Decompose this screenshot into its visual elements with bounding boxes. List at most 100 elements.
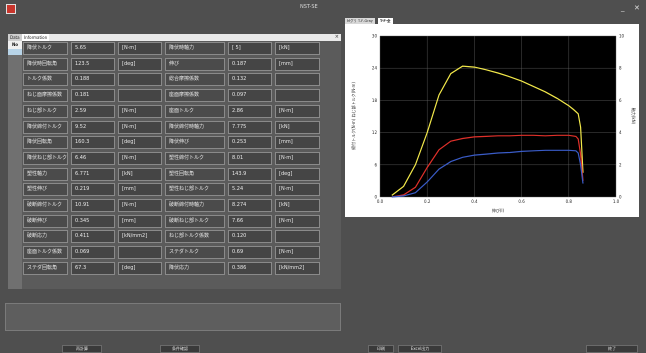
data-tabs: Data Information ×: [8, 34, 341, 41]
cell-label: 破断ねじ部トルク: [165, 214, 225, 228]
cell-label: 座面トルク係数: [23, 246, 68, 260]
cell-unit: [kN/mm2]: [275, 261, 320, 275]
minimize-button[interactable]: _: [621, 4, 625, 12]
cell-value: 0.097: [228, 89, 272, 103]
cell-unit: [mm]: [118, 214, 162, 228]
recalculate-button[interactable]: 再計算: [62, 345, 102, 353]
cell-unit: [N·m]: [118, 104, 162, 118]
y-right-tick-label: 2: [619, 162, 622, 167]
cell-value: 5.65: [71, 42, 115, 55]
cell-unit: [deg]: [118, 261, 162, 275]
app-icon: [6, 4, 16, 14]
cell-label: 降伏トルク: [23, 42, 68, 55]
cell-value: 123.5: [71, 57, 115, 71]
cell-unit: [mm]: [275, 136, 320, 150]
cell-label: 塑性締付トルク: [165, 151, 225, 165]
cell-value: 0.219: [71, 183, 115, 197]
tabs-close-icon[interactable]: ×: [334, 34, 339, 40]
cell-label: 降伏回転角: [23, 136, 68, 150]
cell-label: 降伏締付トルク: [23, 120, 68, 134]
series-line-blue: [391, 149, 584, 198]
y-tick-label: 30: [372, 34, 378, 39]
y-tick-label: 12: [372, 130, 378, 135]
tab-information[interactable]: Information: [22, 34, 50, 41]
cell-unit: [deg]: [118, 136, 162, 150]
cell-value: 0.120: [228, 230, 272, 244]
cell-value: 0.345: [71, 214, 115, 228]
y-left-label: 締付トルク(N·m) ねじ部トルク(N·m): [350, 82, 356, 150]
cell-value: 67.3: [71, 261, 115, 275]
cell-label: 降伏伸び: [165, 136, 225, 150]
x-tick-label: 0.8: [566, 199, 573, 204]
graph-tab-1[interactable]: Mグラ: [345, 18, 360, 24]
cell-value: 10.91: [71, 199, 115, 212]
cell-label: 塑性軸力: [23, 167, 68, 181]
cell-label: 総合摩擦係数: [165, 73, 225, 87]
condition-check-button[interactable]: 条件確認: [160, 345, 200, 353]
y-tick-label: 18: [372, 98, 378, 103]
cell-value: 143.9: [228, 167, 272, 181]
cell-value: 0.253: [228, 136, 272, 150]
row-number-column: No: [8, 41, 22, 289]
cell-label: 降伏締付時軸力: [165, 120, 225, 134]
y-right-label: 軸力(kN): [631, 108, 637, 125]
cell-value: 9.52: [71, 120, 115, 134]
cell-unit: [118, 246, 162, 260]
cell-value: 2.86: [228, 104, 272, 118]
y-right-tick-label: 10: [619, 34, 625, 39]
y-tick-label: 0: [374, 195, 377, 200]
x-tick-label: 0.6: [518, 199, 525, 204]
cell-label: 破断締付トルク: [23, 199, 68, 212]
cell-value: 7.775: [228, 120, 272, 134]
cell-unit: [118, 89, 162, 103]
selected-row-marker[interactable]: [8, 49, 22, 55]
cell-unit: [N·m]: [275, 246, 320, 260]
cell-label: 破断応力: [23, 230, 68, 244]
cell-unit: [mm]: [275, 57, 320, 71]
x-tick-label: 0.0: [377, 199, 384, 204]
message-area: [5, 303, 341, 331]
cell-value: 0.132: [228, 73, 272, 87]
cell-value: 0.188: [71, 73, 115, 87]
print-button[interactable]: 印刷: [368, 345, 394, 353]
cell-label: 降伏応力: [165, 261, 225, 275]
tab-data[interactable]: Data: [8, 34, 22, 41]
graph-tab-3[interactable]: T-F-全: [378, 18, 393, 24]
cell-unit: [mm]: [118, 183, 162, 197]
cell-label: 破断伸び: [23, 214, 68, 228]
cell-label: ねじ部トルク: [23, 104, 68, 118]
cell-unit: [deg]: [275, 167, 320, 181]
cell-label: 座面トルク: [165, 104, 225, 118]
x-tick-label: 0.4: [471, 199, 478, 204]
window-title: NST-SE: [300, 4, 318, 10]
cell-label: ねじ部トルク係数: [165, 230, 225, 244]
cell-value: 160.3: [71, 136, 115, 150]
cell-unit: [kN]: [275, 199, 320, 212]
y-tick-label: 6: [374, 162, 377, 167]
y-right-tick-label: 6: [619, 98, 622, 103]
excel-export-button[interactable]: Excel出力: [398, 345, 442, 353]
cell-label: 塑性ねじ部トルク: [165, 183, 225, 197]
cell-unit: [kN]: [275, 42, 320, 55]
cell-label: ねじ面摩擦係数: [23, 89, 68, 103]
cell-unit: [275, 89, 320, 103]
x-label: 伸び(l): [492, 207, 505, 213]
cell-unit: [275, 230, 320, 244]
cell-unit: [deg]: [118, 57, 162, 71]
graph-tab-2[interactable]: T-F-Gray: [356, 18, 375, 24]
close-button[interactable]: ✕: [634, 4, 640, 12]
cell-value: 0.411: [71, 230, 115, 244]
exit-button[interactable]: 終了: [586, 345, 638, 353]
series-line-red: [391, 134, 584, 198]
cell-label: ステダトルク: [165, 246, 225, 260]
y-right-tick-label: 8: [619, 66, 622, 71]
cell-value: 0.386: [228, 261, 272, 275]
cell-unit: [N·m]: [275, 183, 320, 197]
x-tick-label: 0.2: [424, 199, 431, 204]
cell-label: ステダ回転角: [23, 261, 68, 275]
cell-label: トルク係数: [23, 73, 68, 87]
cell-unit: [275, 73, 320, 87]
cell-value: [ 5]: [228, 42, 272, 55]
x-tick-label: 1.0: [613, 199, 620, 204]
